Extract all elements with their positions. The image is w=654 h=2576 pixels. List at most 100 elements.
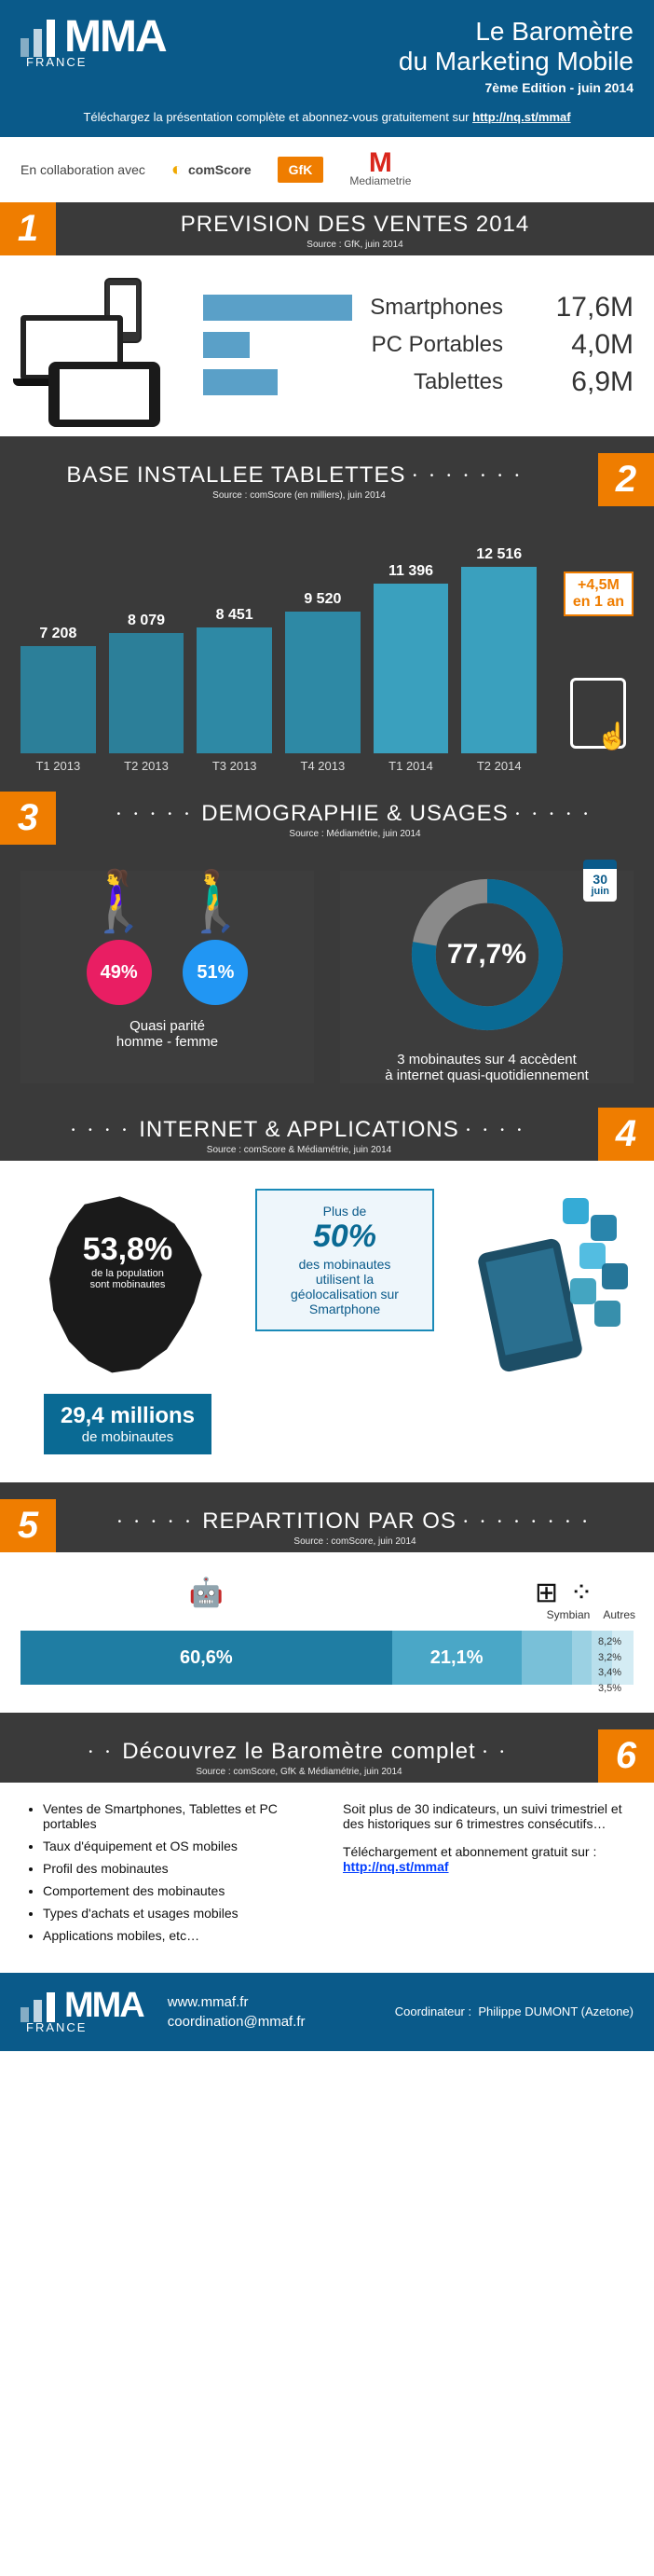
os-icon: 🤖 (189, 1577, 224, 1609)
app-tile-icon (570, 1278, 596, 1304)
france-sub: de la population sont mobinautes (20, 1268, 235, 1290)
app-tile-icon (594, 1301, 620, 1327)
sales-value: 17,6M (522, 292, 634, 324)
os-icon: ⊞ (535, 1577, 558, 1609)
section4-body: 53,8% de la population sont mobinautes 2… (0, 1161, 654, 1482)
title-block: Le Baromètre du Marketing Mobile 7ème Ed… (399, 17, 634, 95)
indicator-item: Ventes de Smartphones, Tablettes et PC p… (43, 1801, 311, 1831)
footer: MMA FRANCE www.mmaf.fr coordination@mmaf… (0, 1973, 654, 2050)
indicator-item: Applications mobiles, etc… (43, 1928, 311, 1943)
section4-header: 4 • • • • INTERNET & APPLICATIONS • • • … (0, 1108, 654, 1161)
bar-value: 11 396 (388, 563, 433, 580)
section1-number: 1 (0, 202, 56, 255)
section5-source: Source : comScore, juin 2014 (73, 1536, 637, 1547)
tablet-bar-col: 12 516 T2 2014 (461, 546, 537, 773)
edition: 7ème Edition - juin 2014 (485, 80, 634, 95)
os-segment: 21,1% (392, 1631, 522, 1685)
section5-header: 5 • • • • • REPARTITION PAR OS • • • • •… (0, 1499, 654, 1552)
france-map: 53,8% de la population sont mobinautes (20, 1189, 235, 1384)
section3-header: 3 • • • • • DEMOGRAPHIE & USAGES • • • •… (0, 792, 654, 845)
app-tile-icon (563, 1198, 589, 1224)
infographic-page: MMA FRANCE Le Baromètre du Marketing Mob… (0, 0, 654, 2051)
section4-title: INTERNET & APPLICATIONS (139, 1117, 459, 1143)
bar (285, 612, 361, 753)
section6-source: Source : comScore, GfK & Médiamétrie, ju… (17, 1767, 581, 1777)
bar (20, 646, 96, 753)
male-pct: 51% (183, 940, 248, 1005)
sales-label: Tablettes (278, 369, 522, 395)
bar (374, 584, 449, 753)
mma-logo-footer: MMA FRANCE (20, 1990, 143, 2033)
tablet-icon (48, 362, 160, 427)
calendar-badge: 30 juin (583, 860, 617, 901)
download-line: Téléchargez la présentation complète et … (20, 110, 634, 124)
title-line1: Le Baromètre (399, 17, 634, 47)
tablet-bar-col: 7 208 T1 2013 (20, 626, 96, 773)
app-cloud-illustration (460, 1189, 628, 1357)
section1-title: PREVISION DES VENTES 2014 (73, 212, 637, 238)
partners-row: En collaboration avec ◐ comScore GfK M M… (0, 137, 654, 202)
sales-value: 6,9M (522, 366, 634, 398)
bar-value: 7 208 (39, 626, 76, 642)
logo-text: MMA (64, 17, 166, 57)
section2-title: BASE INSTALLEE TABLETTES (66, 462, 405, 489)
barometre-link[interactable]: http://nq.st/mmaf (343, 1859, 449, 1874)
os-icon: ⁘ (569, 1577, 593, 1609)
sales-row: Tablettes 6,9M (203, 366, 634, 398)
mma-logo: MMA FRANCE (20, 17, 166, 69)
section5-title: REPARTITION PAR OS (202, 1508, 456, 1535)
section3-source: Source : Médiamétrie, juin 2014 (73, 829, 637, 839)
footer-coordinator: Coordinateur : Philippe DUMONT (Azetone) (395, 2004, 634, 2018)
section2-header: 2 BASE INSTALLEE TABLETTES • • • • • • •… (0, 453, 654, 506)
section1-body: Smartphones 17,6M PC Portables 4,0M Tabl… (0, 255, 654, 436)
indicator-list: Ventes de Smartphones, Tablettes et PC p… (24, 1801, 311, 1943)
section2-number: 2 (598, 453, 654, 506)
title-line2: du Marketing Mobile (399, 47, 634, 76)
gfk-logo: GfK (278, 157, 324, 183)
section4-number: 4 (598, 1108, 654, 1161)
indicator-item: Comportement des mobinautes (43, 1883, 311, 1898)
tablet-touch-icon (570, 678, 626, 749)
bar-xlabel: T4 2013 (301, 759, 346, 773)
tablet-bar-col: 9 520 T4 2013 (285, 591, 361, 773)
mediametrie-logo: M Mediametrie (349, 152, 411, 187)
partners-intro: En collaboration avec (20, 162, 145, 177)
section3-body: 🚶‍♀️ 49% 🚶‍♂️ 51% Quasi parité homme - f… (0, 845, 654, 1108)
phone-apps-icon (476, 1237, 583, 1373)
os-small-values: 8,2%3,2%3,4%3,5% (598, 1634, 637, 1696)
bar-xlabel: T1 2014 (388, 759, 433, 773)
indicator-item: Types d'achats et usages mobiles (43, 1906, 311, 1921)
usage-caption: 3 mobinautes sur 4 accèdent à internet q… (340, 1052, 634, 1083)
gender-block: 🚶‍♀️ 49% 🚶‍♂️ 51% Quasi parité homme - f… (20, 871, 314, 1083)
section6-body: Ventes de Smartphones, Tablettes et PC p… (0, 1783, 654, 1973)
section3-number: 3 (0, 792, 56, 845)
section6-number: 6 (598, 1729, 654, 1783)
comscore-logo: ◐ comScore (171, 159, 252, 181)
bar-xlabel: T2 2014 (477, 759, 522, 773)
growth-callout: +4,5M en 1 an (564, 572, 634, 615)
tablet-base-chart: 7 208 T1 20138 079 T2 20138 451 T3 20139… (20, 530, 634, 773)
download-link[interactable]: http://nq.st/mmaf (472, 110, 570, 124)
section5-number: 5 (0, 1499, 56, 1552)
male-icon: 🚶‍♂️ (179, 871, 253, 930)
donut-pct: 77,7% (403, 871, 571, 1039)
section1-header: 1 PREVISION DES VENTES 2014 Source : GfK… (0, 202, 654, 255)
os-small-label: Autres (603, 1608, 635, 1621)
section1-source: Source : GfK, juin 2014 (73, 240, 637, 250)
bar (197, 627, 272, 753)
usage-donut: 77,7% (403, 871, 571, 1039)
section2-source: Source : comScore (en milliers), juin 20… (17, 490, 581, 501)
os-segment: 60,6% (20, 1631, 392, 1685)
sales-bar (203, 295, 352, 321)
sales-label: PC Portables (250, 332, 522, 358)
app-tile-icon (602, 1263, 628, 1289)
section2-body: 7 208 T1 20138 079 T2 20138 451 T3 20139… (0, 506, 654, 792)
bar-value: 9 520 (304, 591, 341, 608)
france-pct: 53,8% (20, 1232, 235, 1268)
section6-header: 6 • • Découvrez le Baromètre complet • •… (0, 1729, 654, 1783)
sales-value: 4,0M (522, 329, 634, 361)
header: MMA FRANCE Le Baromètre du Marketing Mob… (0, 0, 654, 137)
section3-title: DEMOGRAPHIE & USAGES (201, 801, 508, 827)
tablet-bar-col: 11 396 T1 2014 (374, 563, 449, 773)
sales-row: Smartphones 17,6M (203, 292, 634, 324)
